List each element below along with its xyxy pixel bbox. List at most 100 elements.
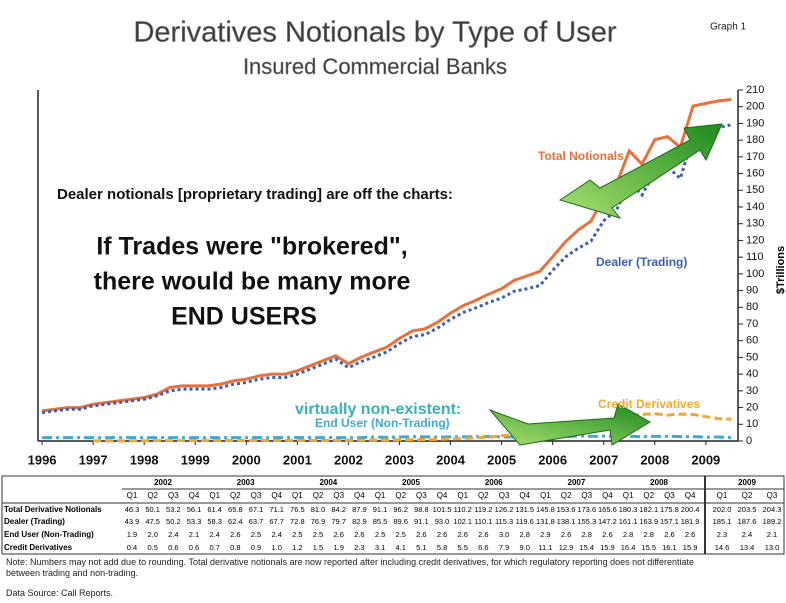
annotation: virtually non-existent: (295, 401, 461, 418)
quarter-header: Q1 (292, 491, 303, 500)
table-cell: 43.9 (125, 517, 140, 526)
table-cell: 2.4 (271, 530, 281, 539)
table-cell: 2.4 (742, 530, 752, 539)
quarter-header: Q4 (271, 491, 282, 500)
y-tick-label: 180 (746, 134, 764, 146)
table-cell: 163.9 (639, 517, 658, 526)
table-cell: 2.4 (168, 530, 178, 539)
chart-title: Derivatives Notionals by Type of User (133, 17, 616, 49)
quarter-header: Q2 (313, 491, 324, 500)
chart-subtitle: Insured Commercial Banks (243, 54, 507, 79)
quarter-header: Q2 (478, 491, 489, 500)
table-cell: 131.8 (536, 517, 555, 526)
y-tick-label: 190 (746, 117, 764, 129)
legend-label: End User (Non-Trading) (315, 416, 450, 430)
note: Note: Numbers may not add due to roundin… (6, 557, 695, 578)
table-cell: 5.5 (458, 543, 468, 552)
series-line (42, 434, 732, 440)
table-cell: 202.0 (713, 505, 732, 514)
table-cell: 2.6 (478, 530, 488, 539)
x-tick-label: 2003 (385, 452, 414, 467)
table-cell: 58.3 (207, 517, 222, 526)
table-cell: 2.6 (416, 530, 426, 539)
table-cell: 185.1 (713, 517, 732, 526)
quarter-header: Q1 (540, 491, 551, 500)
year-header: 2004 (319, 478, 337, 487)
y-tick-label: 160 (746, 167, 764, 179)
table-cell: 2.8 (644, 530, 654, 539)
table-cell: 6.6 (478, 543, 488, 552)
annotation: END USERS (171, 303, 317, 331)
table-cell: 2.6 (354, 530, 364, 539)
x-tick-label: 1996 (28, 452, 57, 467)
table-cell: 15.4 (579, 543, 594, 552)
table-cell: 1.5 (313, 543, 323, 552)
y-tick-label: 30 (746, 385, 758, 397)
quarter-header: Q3 (581, 491, 592, 500)
y-tick-label: 110 (746, 251, 764, 263)
table-cell: 0.8 (230, 543, 240, 552)
table-cell: 102.1 (453, 517, 472, 526)
table-cell: 67.1 (249, 505, 264, 514)
table-cell: 16.4 (621, 543, 636, 552)
table-border (1, 475, 785, 555)
series-line (41, 123, 732, 415)
x-tick-label: 2007 (589, 452, 618, 467)
quarter-header: Q2 (561, 491, 572, 500)
table-cell: 72.8 (290, 517, 305, 526)
x-tick-label: 2004 (436, 452, 466, 467)
table-cell: 181.9 (681, 517, 700, 526)
quarter-header: Q1 (375, 491, 386, 500)
x-tick-label: 2000 (232, 452, 261, 467)
table-cell: 1.9 (127, 530, 137, 539)
source: Data Source: Call Reports. (6, 588, 114, 598)
table-cell: 91.1 (414, 517, 429, 526)
table-cell: 76.9 (311, 517, 326, 526)
table-cell: 0.9 (251, 543, 261, 552)
table-cell: 15.5 (641, 543, 656, 552)
quarter-header: Q1 (623, 491, 634, 500)
y-tick-label: 150 (746, 184, 764, 196)
quarter-header: Q3 (168, 491, 179, 500)
table-cell: 173.6 (577, 505, 596, 514)
table-cell: 2.3 (354, 543, 364, 552)
table-cell: 138.1 (557, 517, 576, 526)
arrow (558, 123, 723, 219)
year-header: 2002 (154, 478, 172, 487)
table-cell: 98.8 (414, 505, 429, 514)
table-cell: 155.3 (577, 517, 596, 526)
year-header: 2007 (568, 478, 586, 487)
row-label: Credit Derivatives (4, 543, 73, 552)
table-cell: 7.9 (499, 543, 509, 552)
table-cell: 53.3 (187, 517, 202, 526)
table-cell: 0.5 (147, 543, 157, 552)
y-tick-label: 120 (746, 234, 764, 246)
table-cell: 110.2 (454, 505, 472, 514)
quarter-header: Q4 (602, 491, 613, 500)
table-cell: 5.8 (437, 543, 447, 552)
table-cell: 204.3 (763, 505, 782, 514)
table-cell: 147.2 (598, 517, 617, 526)
table-cell: 62.4 (228, 517, 243, 526)
quarter-header: Q4 (685, 491, 696, 500)
table-cell: 2.5 (395, 530, 405, 539)
table-cell: 2.5 (251, 530, 261, 539)
table-cell: 0.4 (127, 543, 137, 552)
x-tick-label: 2002 (334, 452, 363, 467)
table-cell: 101.5 (433, 505, 452, 514)
table-cell: 61.4 (207, 505, 222, 514)
table-cell: 67.7 (269, 517, 284, 526)
quarter-header: Q1 (209, 491, 220, 500)
quarter-header: Q3 (499, 491, 510, 500)
table-cell: 2.9 (540, 530, 550, 539)
year-header: 2006 (485, 478, 503, 487)
quarter-header: Q1 (457, 491, 468, 500)
table-cell: 76.5 (290, 505, 305, 514)
legend-label: Total Notionals (538, 149, 624, 163)
corner-label: Graph 1 (710, 22, 747, 33)
table-cell: 187.6 (738, 517, 757, 526)
y-tick-label: 140 (746, 201, 764, 213)
quarter-header: Q1 (717, 491, 728, 500)
table-cell: 47.5 (145, 517, 160, 526)
table-cell: 126.2 (495, 505, 514, 514)
